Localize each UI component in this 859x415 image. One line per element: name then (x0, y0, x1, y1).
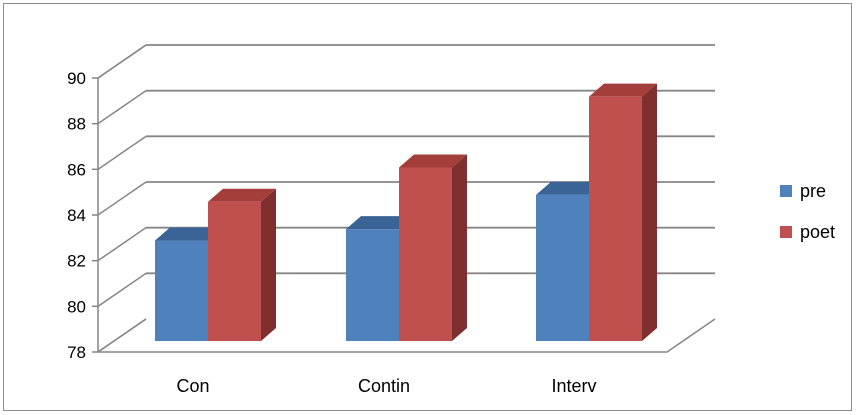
legend-item-pre: pre (780, 181, 826, 201)
y-tick-label: 78 (67, 343, 86, 362)
gridline (92, 44, 715, 79)
y-tick-label: 90 (67, 69, 86, 88)
y-tick-label: 80 (67, 297, 86, 316)
bar-poet-con (208, 188, 276, 341)
legend-label: poet (800, 222, 835, 242)
y-tick-label: 86 (67, 160, 86, 179)
gridline (92, 318, 147, 353)
legend: pre poet (780, 181, 835, 242)
legend-swatch (780, 185, 792, 197)
bar-poet-interv (589, 83, 657, 341)
y-tick-label: 88 (67, 115, 86, 134)
bar-poet-contin (399, 154, 467, 341)
floor-edge (98, 318, 716, 353)
x-category-label: Contin (358, 376, 410, 396)
y-tick-label: 82 (67, 252, 86, 271)
x-category-label: Con (176, 376, 209, 396)
bars (155, 83, 657, 341)
x-axis-category-labels: Con Contin Interv (176, 376, 596, 396)
legend-label: pre (800, 181, 826, 201)
legend-item-poet: poet (780, 222, 835, 242)
legend-swatch (780, 226, 792, 238)
y-axis-tick-labels: 78 80 82 84 86 88 90 (67, 69, 86, 362)
y-tick-label: 84 (67, 206, 86, 225)
x-category-label: Interv (551, 376, 596, 396)
